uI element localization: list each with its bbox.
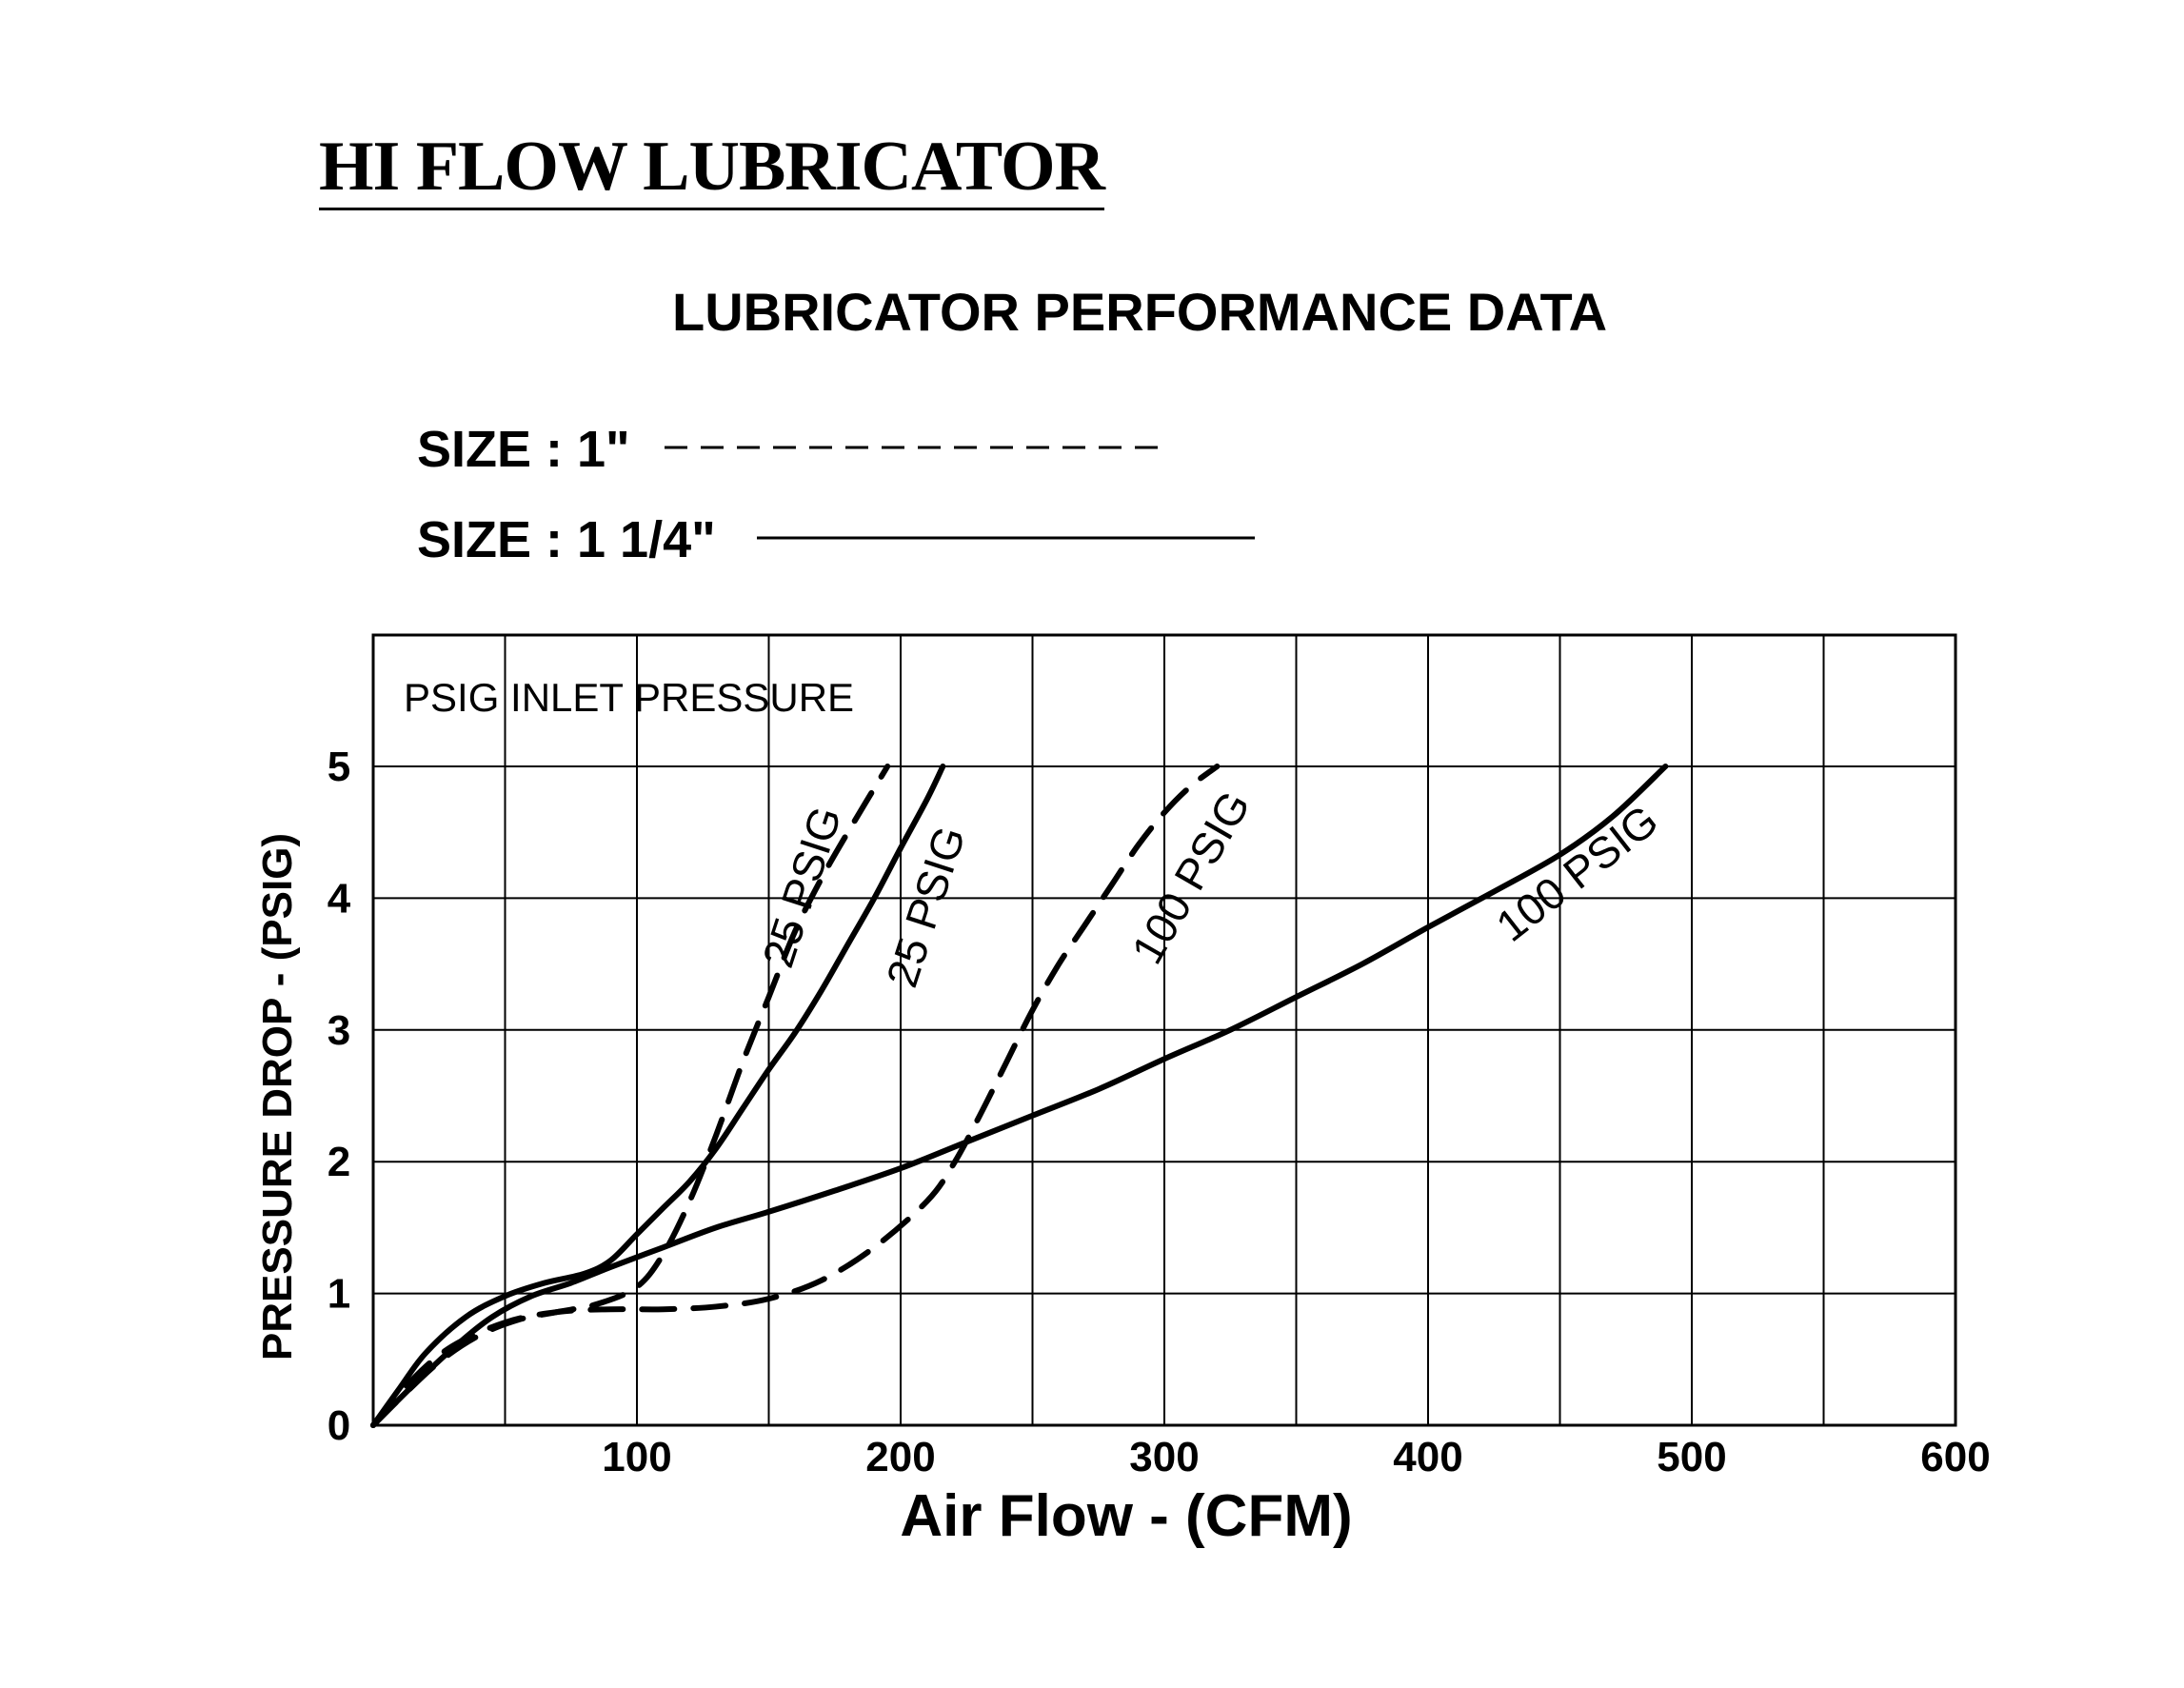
x-tick-label: 600 xyxy=(1920,1434,1990,1480)
legend-label: SIZE : 1 1/4" xyxy=(417,511,716,568)
plot-frame xyxy=(371,633,1957,1427)
y-tick-label: 0 xyxy=(328,1402,350,1449)
y-tick-label: 5 xyxy=(328,744,350,790)
y-tick-label: 2 xyxy=(328,1139,350,1185)
series-label: 25 PSIG xyxy=(753,801,851,973)
series-label: 25 PSIG xyxy=(877,821,975,993)
x-tick-label: 300 xyxy=(1129,1434,1199,1480)
y-axis-title: PRESSURE DROP - (PSIG) xyxy=(254,833,301,1360)
y-tick-label: 3 xyxy=(328,1007,350,1054)
series-line xyxy=(370,764,1221,1428)
chart-axes: 100 200 300 400 500 600 0 1 2 3 4 5 Air Flow - (CFM)… xyxy=(254,744,1991,1549)
page-title: HI FLOW LUBRICATOR xyxy=(319,131,1105,210)
inlet-pressure-annotation: PSIG INLET PRESSURE xyxy=(404,675,854,720)
legend: SIZE : 1" SIZE : 1 1/4" xyxy=(417,421,1255,568)
chart-title-text: LUBRICATOR PERFORMANCE DATA xyxy=(671,282,1608,342)
x-axis-title: Air Flow - (CFM) xyxy=(900,1483,1352,1549)
x-tick-label: 500 xyxy=(1657,1434,1726,1480)
y-tick-label: 1 xyxy=(328,1271,350,1318)
chart-grid: PSIG INLET PRESSURE xyxy=(371,633,1957,1427)
series-label: 100 PSIG xyxy=(1122,783,1260,972)
x-tick-label: 400 xyxy=(1393,1434,1462,1480)
legend-label: SIZE : 1" xyxy=(417,421,630,478)
y-tick-label: 4 xyxy=(328,875,351,922)
chart-series: 25 PSIG 25 PSIG 100 PSIG 100 PSIG xyxy=(370,764,1669,1428)
chart-title: LUBRICATOR PERFORMANCE DATA xyxy=(0,286,2184,339)
series-label: 100 PSIG xyxy=(1487,795,1667,951)
series-line xyxy=(370,764,1669,1428)
series-line xyxy=(370,764,946,1428)
x-tick-label: 200 xyxy=(865,1434,935,1480)
x-tick-label: 100 xyxy=(602,1434,671,1480)
